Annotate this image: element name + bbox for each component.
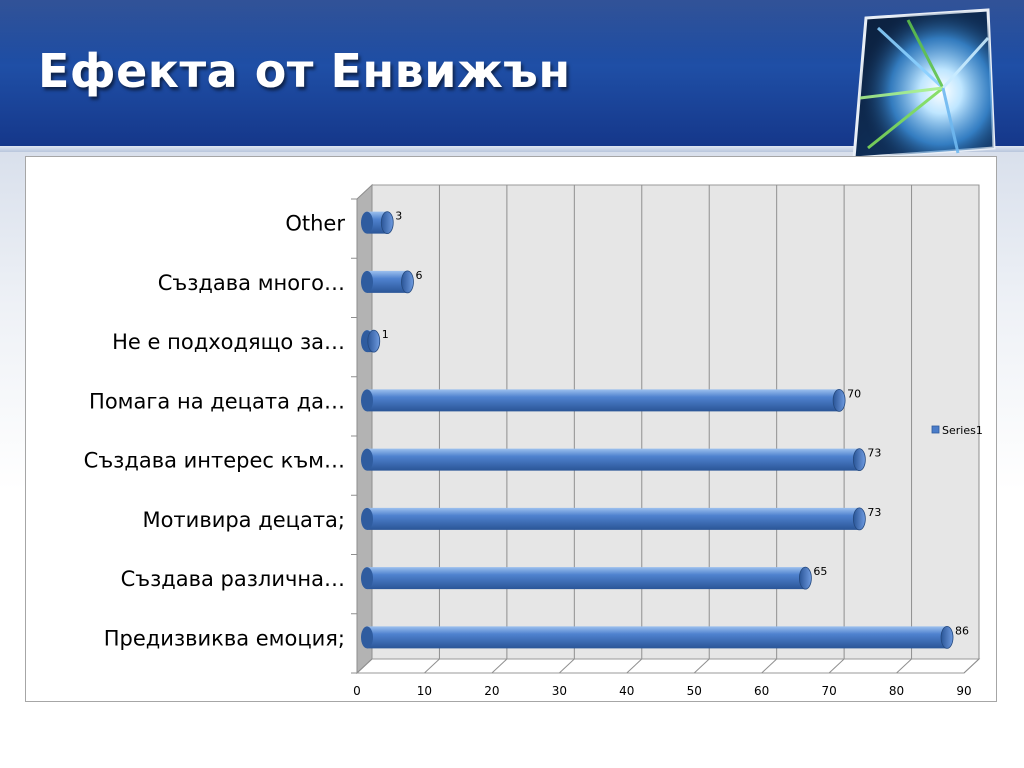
data-label: 73 (867, 447, 881, 460)
bar-start-cap (361, 270, 373, 293)
bar-start-cap (361, 626, 373, 649)
floor-gridline (558, 658, 575, 674)
x-tick-label: 30 (552, 684, 567, 698)
bar-body (367, 626, 948, 649)
floor-gridline (896, 658, 912, 674)
bar-chart: Other Създава много… Не е подходящо за… Пом… (84, 183, 983, 698)
bar-end-cap (798, 566, 812, 590)
category-label: Other (285, 212, 345, 236)
data-label: 73 (867, 506, 881, 519)
bar-body (367, 567, 806, 590)
bar-start-cap (361, 211, 373, 234)
bar (361, 566, 812, 590)
x-tick-label: 40 (619, 684, 634, 698)
bar-end-cap (367, 329, 381, 353)
x-tick-label: 90 (956, 684, 971, 698)
bar-end-cap (401, 270, 414, 294)
floor-gridline (424, 658, 440, 674)
bar-end-cap (852, 507, 866, 531)
bar-body (367, 270, 408, 293)
floor-gridline (828, 658, 845, 674)
bar-end-cap (852, 448, 866, 472)
bar-body (367, 507, 860, 530)
floor-gridline (963, 658, 980, 674)
floor-gridline (761, 658, 778, 674)
bar-start-cap (361, 389, 373, 412)
header-band (0, 0, 1024, 146)
floor-gridline (626, 658, 643, 674)
data-label: 86 (955, 624, 969, 637)
bar-start-cap (361, 448, 373, 471)
data-label: 65 (813, 565, 827, 578)
data-label: 70 (847, 387, 861, 400)
x-tick-label: 70 (821, 684, 836, 698)
slide-title: Ефекта от Енвижън (38, 44, 571, 98)
legend-swatch (931, 425, 940, 434)
bar-body (367, 448, 860, 471)
bar-start-cap (361, 507, 373, 530)
floor-gridline (356, 658, 373, 674)
bar (361, 448, 866, 472)
legend-label: Series1 (942, 424, 983, 437)
bar (361, 211, 394, 235)
bar (361, 388, 846, 412)
bar-end-cap (380, 211, 394, 235)
x-tick-label: 10 (417, 684, 432, 698)
bar (361, 507, 866, 531)
bar-start-cap (361, 567, 373, 590)
bar-body (367, 389, 840, 412)
bar (361, 329, 381, 353)
chart-frame: Other Създава много… Не е подходящо за… Пом… (25, 156, 997, 702)
data-label: 3 (395, 210, 402, 223)
data-label: 6 (415, 269, 422, 282)
bar (361, 270, 414, 294)
light-streak-cube-logo (852, 8, 996, 158)
data-label: 1 (382, 328, 389, 341)
x-tick-label: 0 (353, 684, 361, 698)
x-tick-label: 60 (754, 684, 769, 698)
bar-end-cap (940, 625, 954, 649)
category-label: Помага на децата да… (89, 389, 345, 413)
chart-side-wall (356, 183, 373, 675)
x-tick-label: 20 (484, 684, 499, 698)
x-tick-label: 80 (889, 684, 904, 698)
category-label: Създава различна… (121, 567, 345, 591)
header-divider (0, 146, 1024, 152)
category-label: Създава интерес към… (84, 449, 345, 473)
category-label: Създава много… (158, 271, 345, 295)
category-label: Предизвиква емоция; (104, 626, 345, 650)
bar (361, 625, 954, 649)
bar-end-cap (832, 388, 846, 412)
category-label: Мотивира децата; (142, 508, 345, 532)
category-label: Не е подходящо за… (112, 330, 345, 354)
floor-gridline (491, 658, 508, 674)
chart-floor (355, 658, 981, 674)
x-tick-label: 50 (687, 684, 702, 698)
floor-gridline (693, 658, 710, 674)
